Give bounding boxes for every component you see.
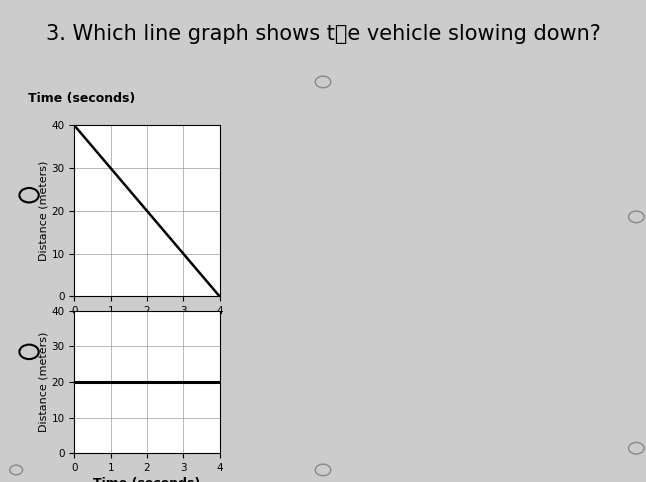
X-axis label: Time (seconds): Time (seconds) <box>93 477 201 482</box>
Text: Time (seconds): Time (seconds) <box>28 93 135 105</box>
X-axis label: Time (seconds): Time (seconds) <box>93 321 201 334</box>
Y-axis label: Distance (meters): Distance (meters) <box>39 161 48 261</box>
Text: 3. Which line graph shows tⓔe vehicle slowing down?: 3. Which line graph shows tⓔe vehicle sl… <box>46 24 600 44</box>
Y-axis label: Distance (meters): Distance (meters) <box>39 332 48 432</box>
